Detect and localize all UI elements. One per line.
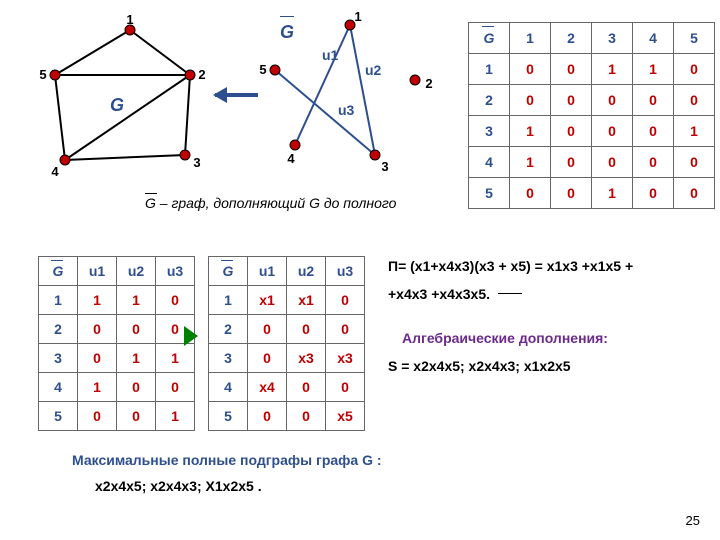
alg-dop-title: Алгебраические дополнения: bbox=[402, 330, 608, 346]
alg-dop-line: S = x2x4x5; x2x4x3; x1x2x5 bbox=[388, 358, 571, 374]
max-subgraphs-line: x2x4x5; x2x4x3; X1x2x5 . bbox=[95, 478, 262, 494]
strike-icon bbox=[498, 293, 522, 294]
permanent-line2: +x4x3 +x4x3x5. bbox=[388, 286, 708, 302]
max-subgraphs-title: Максимальные полные подграфы графа G : bbox=[72, 452, 382, 468]
permanent-line1: П= (x1+x4x3)(x3 + x5) = x1x3 +x1x5 + bbox=[388, 258, 708, 274]
page-number: 25 bbox=[686, 513, 700, 528]
